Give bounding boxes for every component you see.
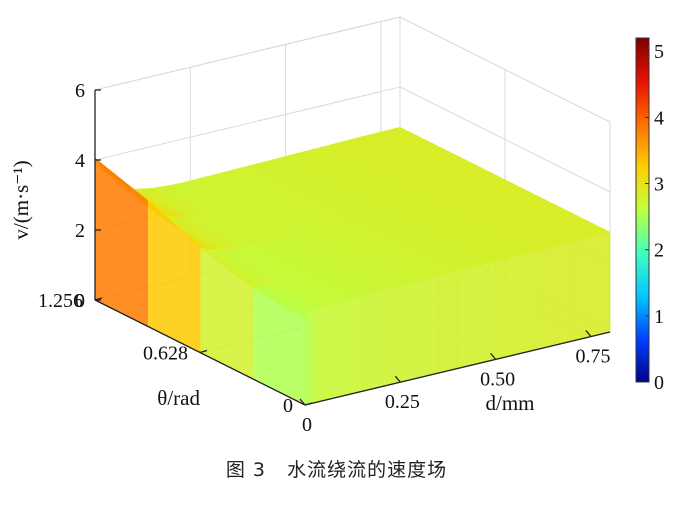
d-tick-label: 0 [302, 414, 312, 436]
surface-side-face [94, 157, 148, 327]
surface-front-face [399, 281, 420, 383]
colorbar-tick-label: 4 [654, 107, 664, 129]
surface-front-face [571, 231, 611, 342]
colorbar-tick-label: 1 [654, 306, 664, 328]
d-tick-mark [299, 398, 306, 406]
surface-front-face [533, 241, 573, 351]
chart-axes [94, 89, 611, 406]
z-gridline [94, 16, 611, 123]
d-tick-mark [490, 352, 497, 360]
colorbar-gradient [635, 37, 650, 383]
surface-front-face [419, 275, 439, 378]
d-tick-mark [394, 375, 401, 383]
z-tick-label: 2 [75, 220, 85, 242]
z-tick-label: 6 [75, 80, 85, 102]
surface-front-face [323, 301, 344, 401]
colorbar-tick-label: 0 [654, 372, 664, 394]
d-tick-label: 0.75 [575, 346, 610, 368]
surface-front-face [495, 251, 535, 360]
surface-front-face [361, 290, 382, 392]
d-tick-label: 0.25 [385, 391, 420, 413]
z-tick-label: 4 [75, 150, 85, 172]
surface-front-face [312, 305, 325, 404]
surface-front-face [457, 261, 496, 369]
surface-front-face [304, 309, 313, 406]
theta-tick-label: 1.256 [38, 290, 83, 312]
theta-tick-mark [304, 402, 313, 406]
colorbar-tick-label: 5 [654, 41, 664, 63]
figure-caption: 图 3 水流绕流的速度场 [225, 459, 448, 481]
colorbar-tick-label: 3 [654, 174, 664, 196]
d-tick-mark [585, 330, 592, 337]
surface-front-face [380, 285, 401, 388]
velocity-surface [94, 126, 611, 406]
colorbar-tick-label: 2 [654, 240, 664, 262]
surface-front-face [342, 295, 363, 397]
chart-labels: 024600.6281.25600.250.500.75v/(m·s⁻¹)θ/r… [9, 80, 610, 436]
theta-tick-mark [94, 297, 103, 301]
d-axis-label: d/mm [485, 391, 534, 415]
d-tick-label: 0.50 [480, 368, 515, 390]
theta-axis-label: θ/rad [157, 386, 200, 410]
theta-tick-mark [199, 349, 208, 354]
z-axis-label: v/(m·s⁻¹) [9, 160, 33, 239]
surface-front-face [438, 270, 458, 374]
colorbar: 0 1 2 3 4 5 [635, 37, 664, 394]
d-axis-line [304, 331, 611, 406]
theta-tick-label: 0.628 [143, 343, 188, 365]
theta-tick-label: 0 [283, 395, 293, 417]
z-tick-label: 0 [75, 290, 85, 312]
